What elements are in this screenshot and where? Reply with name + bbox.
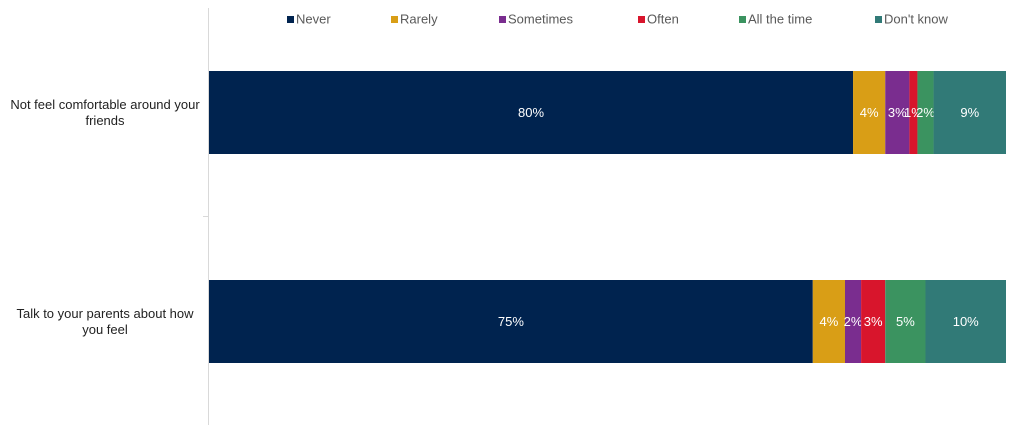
data-label: 3% (888, 105, 907, 120)
legend-label: Don't know (884, 11, 949, 26)
data-label: 4% (819, 314, 838, 329)
data-label: 2% (916, 105, 935, 120)
legend-swatch (638, 16, 645, 23)
data-label: 75% (498, 314, 524, 329)
bar-segment (885, 71, 910, 154)
legend-swatch (499, 16, 506, 23)
data-label: 5% (896, 314, 915, 329)
bar-segment (209, 280, 813, 363)
legend-label: Sometimes (508, 11, 574, 26)
bar-segment (925, 280, 1006, 363)
legend-label: Rarely (400, 11, 438, 26)
legend-label: Often (647, 11, 679, 26)
data-label: 2% (844, 314, 863, 329)
bar-segment (812, 280, 845, 363)
data-label: 9% (960, 105, 979, 120)
bar-segment (885, 280, 926, 363)
bar-segment (933, 71, 1006, 154)
legend-swatch (391, 16, 398, 23)
legend-swatch (875, 16, 882, 23)
legend-swatch (287, 16, 294, 23)
category-label: Talk to your parents about how you feel (16, 305, 194, 337)
data-label: 3% (864, 314, 883, 329)
legend-label: Never (296, 11, 331, 26)
data-label: 80% (518, 105, 544, 120)
bar-segment (209, 71, 854, 154)
legend-label: All the time (748, 11, 812, 26)
data-label: 4% (860, 105, 879, 120)
data-label: 10% (953, 314, 979, 329)
bar-segment (853, 71, 886, 154)
bar-segment (917, 71, 934, 154)
category-label: Not feel comfortable around your friends (10, 96, 200, 128)
bar-segment (909, 71, 918, 154)
bar-segment (861, 280, 886, 363)
bar-segment (844, 280, 862, 363)
legend-swatch (739, 16, 746, 23)
